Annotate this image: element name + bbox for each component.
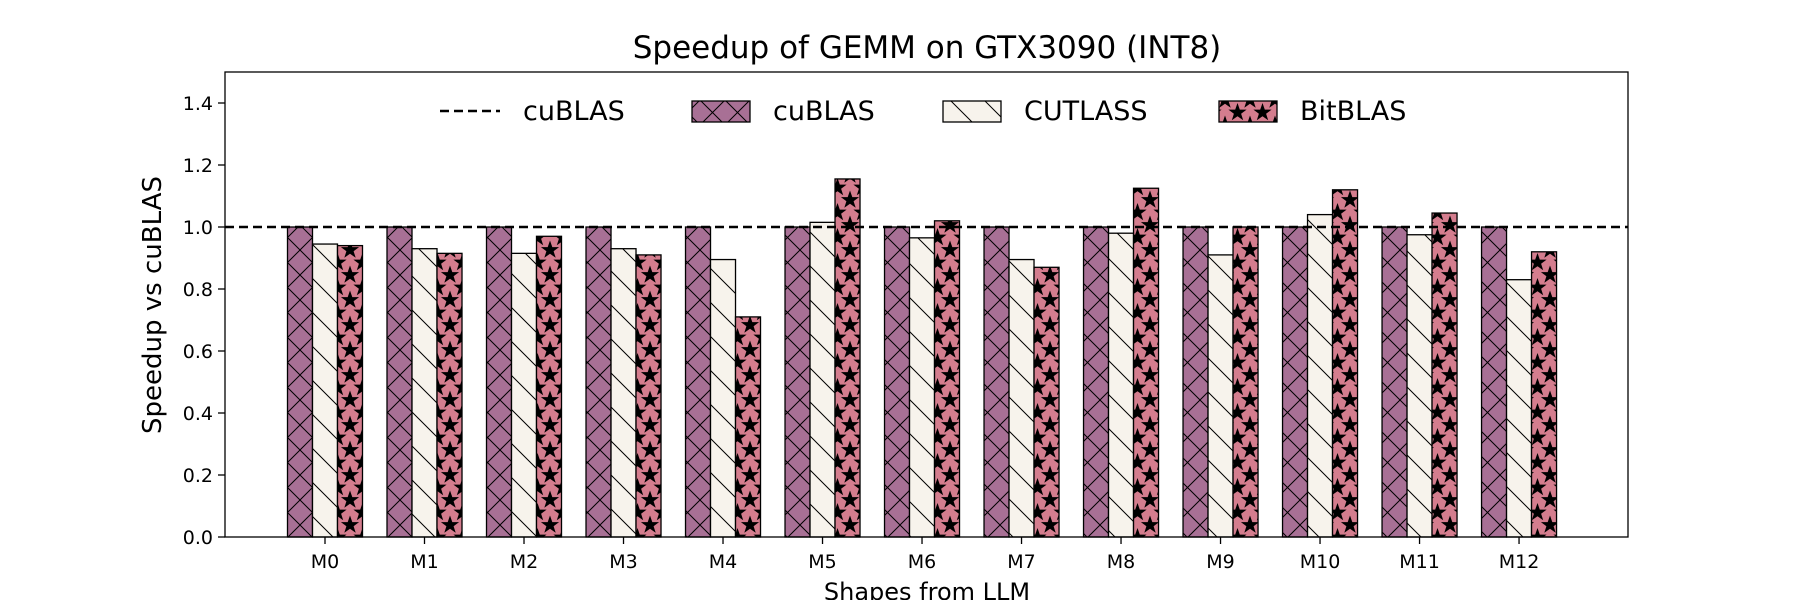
bars: [286, 178, 1558, 538]
x-axis: M0 M1 M2 M3 M4 M5 M6 M7 M8 M9 M10 M11 M12: [311, 537, 1540, 573]
x-tick-label: M7: [1007, 551, 1035, 573]
bar-bitblas: [635, 254, 662, 538]
bar-bitblas: [436, 252, 463, 538]
y-tick-label: 0.8: [183, 279, 213, 301]
x-tick-label: M12: [1499, 551, 1540, 573]
bar-bitblas: [834, 178, 861, 538]
bar-cutlass: [311, 243, 339, 538]
plot-frame: [224, 71, 1629, 538]
legend-label: BitBLAS: [1300, 96, 1406, 127]
y-axis-label: Speedup vs cuBLAS: [138, 176, 168, 434]
y-tick-label: 1.0: [183, 217, 213, 239]
x-tick-label: M4: [709, 551, 737, 573]
y-tick-label: 0.6: [183, 341, 213, 363]
legend-label: cuBLAS: [523, 96, 625, 127]
x-tick-label: M10: [1300, 551, 1341, 573]
legend-label: CUTLASS: [1024, 96, 1148, 127]
bar-cutlass: [1207, 254, 1234, 538]
legend: cuBLAS cuBLAS CUTLASS BitBLAS: [440, 96, 1406, 127]
bar-cutlass: [610, 248, 637, 538]
x-axis-label: Shapes from LLM: [824, 578, 1030, 600]
y-tick-label: 0.4: [183, 403, 213, 425]
bar-cublas: [883, 226, 911, 538]
bar-bitblas: [1033, 266, 1060, 538]
bar-cutlass: [1008, 258, 1035, 538]
bar-cutlass: [1306, 213, 1334, 538]
bar-cutlass: [809, 221, 836, 538]
bar-cublas: [983, 226, 1010, 538]
chart-title: Speedup of GEMM on GTX3090 (INT8): [633, 30, 1222, 66]
x-tick-label: M5: [808, 551, 836, 573]
legend-swatch-bitblas: [1218, 100, 1278, 123]
y-tick-label: 1.4: [183, 93, 213, 115]
x-tick-label: M6: [908, 551, 936, 573]
bar-cublas: [1281, 226, 1309, 538]
bar-cublas: [784, 226, 811, 538]
bar-cublas: [684, 226, 712, 538]
bar-cutlass: [908, 237, 936, 538]
bar-bitblas: [1530, 251, 1558, 538]
bar-cutlass: [1505, 279, 1533, 538]
bar-cublas: [485, 226, 513, 538]
bar-cublas: [1082, 226, 1110, 538]
bar-cublas: [585, 226, 612, 538]
bar-bitblas: [1232, 226, 1259, 538]
x-tick-label: M2: [510, 551, 538, 573]
bar-cublas: [1182, 226, 1209, 538]
x-tick-label: M1: [410, 551, 438, 573]
bar-bitblas: [1431, 212, 1458, 538]
bar-cutlass: [510, 252, 538, 538]
x-tick-label: M11: [1399, 551, 1440, 573]
x-tick-label: M3: [609, 551, 637, 573]
x-tick-label: M0: [311, 551, 339, 573]
legend-label: cuBLAS: [773, 96, 875, 127]
bar-bitblas: [1132, 187, 1160, 538]
legend-swatch-cutlass: [942, 100, 1002, 123]
bar-cutlass: [1107, 232, 1135, 538]
y-tick-label: 0.0: [183, 527, 213, 549]
y-tick-label: 0.2: [183, 465, 213, 487]
bar-bitblas: [1331, 189, 1359, 538]
bar-cublas: [386, 226, 413, 538]
bar-cutlass: [1406, 234, 1433, 538]
y-axis: 0.0 0.2 0.4 0.6 0.8 1.0 1.2 1.4: [183, 93, 225, 549]
bar-bitblas: [734, 316, 762, 538]
bar-bitblas: [535, 235, 563, 538]
bar-cutlass: [411, 248, 438, 538]
x-tick-label: M8: [1107, 551, 1135, 573]
bar-cublas: [1480, 226, 1508, 538]
bar-bitblas: [336, 244, 364, 538]
x-tick-label: M9: [1206, 551, 1234, 573]
bar-cublas: [1381, 226, 1408, 538]
bar-cublas: [286, 226, 314, 538]
legend-swatch-cublas: [691, 100, 751, 123]
bar-cutlass: [709, 258, 737, 538]
y-tick-label: 1.2: [183, 155, 213, 177]
bar-bitblas: [933, 220, 961, 538]
